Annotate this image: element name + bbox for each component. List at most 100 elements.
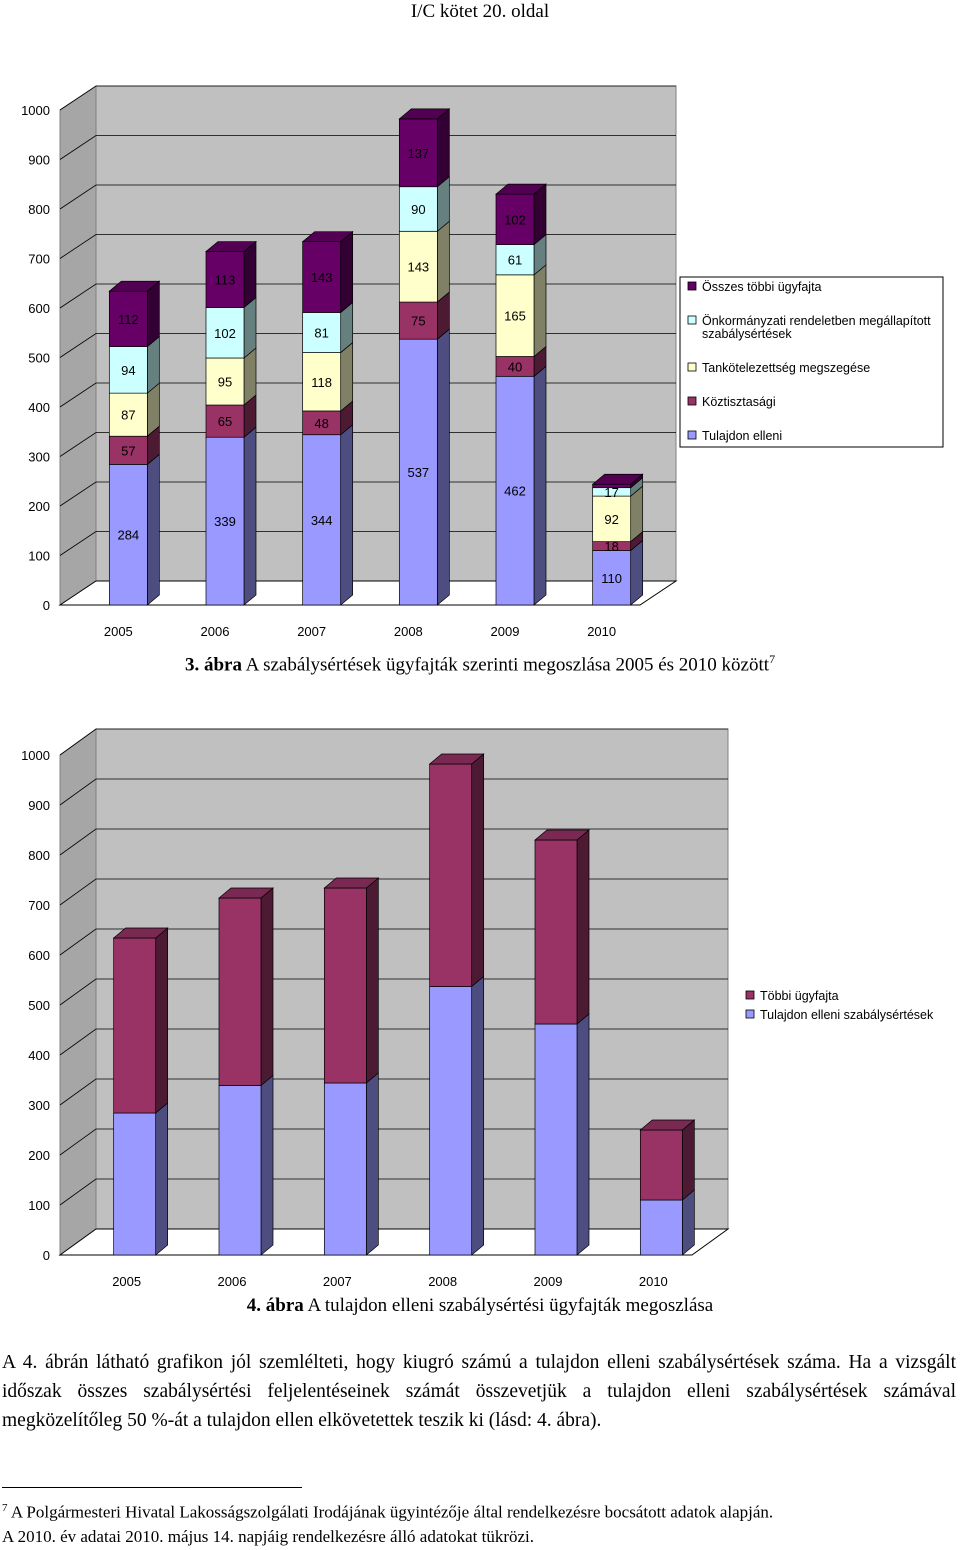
figure3-footnote-ref: 7: [769, 652, 776, 666]
bar-top: [398, 108, 451, 120]
footnote: 7 A Polgármesteri Hivatal Lakosságszolgá…: [2, 1496, 958, 1549]
data-label: 339: [214, 514, 236, 529]
legend-swatch: [687, 362, 697, 372]
bar-side: [340, 423, 354, 606]
y-tick-label: 0: [43, 598, 50, 613]
legend-label: Összes többi ügyfajta: [702, 280, 822, 294]
legend-label: szabálysértések: [702, 327, 792, 341]
x-tick-label: 2005: [112, 1274, 141, 1289]
x-tick-label: 2007: [323, 1274, 352, 1289]
data-label: 143: [407, 260, 429, 275]
bar-segment: [205, 251, 245, 308]
bar-side: [155, 927, 169, 1114]
data-label: 284: [117, 528, 139, 543]
y-tick-label: 300: [28, 1098, 50, 1113]
legend-label: Többi ügyfajta: [760, 989, 839, 1003]
bar-segment: [495, 193, 535, 245]
bar-segment: [323, 1082, 367, 1256]
bar-side: [243, 426, 257, 606]
bar-top: [323, 877, 380, 889]
bar-side: [533, 183, 547, 246]
bar-segment: [429, 763, 473, 987]
legend-label: Tankötelezettség megszegése: [702, 361, 870, 375]
x-tick-label: 2008: [394, 624, 423, 639]
gridline: [59, 778, 728, 806]
y-tick-label: 0: [43, 1248, 50, 1263]
bar-segment: [592, 483, 632, 489]
bar-side: [146, 280, 160, 348]
bar-segment: [302, 312, 342, 353]
bar-top: [495, 183, 547, 195]
gridline: [59, 333, 676, 358]
data-label: 143: [311, 270, 333, 285]
data-label: 118: [311, 375, 332, 390]
bar-segment: [302, 241, 342, 313]
data-label: 65: [218, 414, 232, 429]
data-label: 90: [411, 202, 425, 217]
legend-swatch: [687, 396, 697, 406]
legend-box: [679, 276, 944, 448]
bar-segment: [495, 274, 535, 357]
bar-segment: [398, 186, 438, 232]
data-label: 137: [407, 146, 429, 161]
bar-side: [155, 1102, 169, 1256]
bar-top: [428, 753, 485, 765]
bar-side: [471, 975, 485, 1256]
figure3-caption-number: 3. ábra: [184, 654, 242, 676]
bar-side: [576, 829, 590, 1025]
y-tick-label: 400: [28, 400, 50, 415]
legend-swatch: [745, 990, 755, 1000]
data-label: 462: [504, 484, 526, 499]
y-tick-label: 200: [28, 499, 50, 514]
data-label: 113: [215, 273, 236, 288]
gridline: [59, 531, 676, 556]
bar-segment: [205, 404, 245, 438]
x-tick-label: 2009: [534, 1274, 563, 1289]
x-tick-label: 2009: [491, 624, 520, 639]
y-tick-label: 1000: [21, 103, 50, 118]
bar-top: [301, 231, 354, 243]
gridline: [59, 1128, 728, 1156]
data-label: 75: [411, 314, 425, 329]
legend-swatch: [687, 281, 697, 291]
bar-segment: [398, 338, 438, 606]
bar-segment: [108, 464, 148, 606]
gridline: [59, 1078, 728, 1106]
data-label: 61: [508, 253, 522, 268]
bar-side: [533, 365, 547, 606]
chart-violation-types: 0 100 200 300 400 500 600 700 800 900 1000 284 57 87 9…: [21, 85, 944, 639]
gridline: [59, 135, 676, 160]
bar-segment: [205, 436, 245, 606]
x-tick-label: 2007: [297, 624, 326, 639]
x-tick-label: 2010: [587, 624, 616, 639]
bar-segment: [398, 118, 438, 188]
data-label: 17: [604, 485, 618, 500]
gridline: [59, 878, 728, 906]
data-label: 112: [118, 312, 139, 327]
bar-top: [112, 927, 169, 939]
bar-segment: [592, 495, 632, 542]
y-tick-label: 1000: [21, 748, 50, 763]
y-tick-label: 900: [28, 153, 50, 168]
footnote-number: 7: [2, 1502, 8, 1514]
x-tick-label: 2010: [639, 1274, 668, 1289]
gridline: [59, 85, 676, 111]
bar-segment: [302, 352, 342, 412]
data-label: 537: [407, 465, 429, 480]
data-label: 81: [314, 326, 328, 341]
bar-segment: [302, 434, 342, 606]
bar-segment: [534, 1023, 578, 1256]
bar-side: [365, 1072, 379, 1256]
y-tick-label: 100: [28, 1198, 50, 1213]
data-label: 57: [121, 443, 135, 458]
data-label: 92: [604, 512, 618, 527]
data-label: 165: [504, 309, 526, 324]
x-tick-label: 2005: [104, 624, 133, 639]
bar-side: [533, 264, 547, 358]
y-tick-label: 800: [28, 848, 50, 863]
bar-side: [436, 108, 450, 188]
y-tick-label: 800: [28, 202, 50, 217]
gridline: [59, 1028, 728, 1056]
gridline: [59, 728, 728, 756]
legend-label: Tulajdon elleni szabálysértések: [760, 1008, 934, 1022]
